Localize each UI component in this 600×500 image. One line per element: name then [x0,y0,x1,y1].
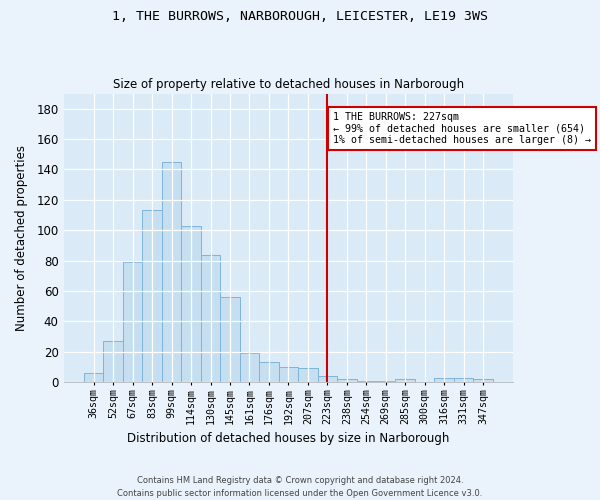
Y-axis label: Number of detached properties: Number of detached properties [15,145,28,331]
Bar [473,379,493,382]
Bar [356,380,376,382]
X-axis label: Distribution of detached houses by size in Narborough: Distribution of detached houses by size … [127,432,449,445]
Text: Contains HM Land Registry data © Crown copyright and database right 2024.
Contai: Contains HM Land Registry data © Crown c… [118,476,482,498]
Bar [395,379,415,382]
Bar [337,379,356,382]
Bar [84,373,103,382]
Bar [434,378,454,382]
Bar [162,162,181,382]
Bar [259,362,278,382]
Bar [220,297,240,382]
Bar [201,254,220,382]
Bar [454,378,473,382]
Bar [142,210,162,382]
Text: 1, THE BURROWS, NARBOROUGH, LEICESTER, LE19 3WS: 1, THE BURROWS, NARBOROUGH, LEICESTER, L… [112,10,488,23]
Bar [240,354,259,382]
Bar [298,368,317,382]
Bar [181,226,201,382]
Bar [123,262,142,382]
Bar [317,376,337,382]
Bar [103,341,123,382]
Bar [376,380,395,382]
Title: Size of property relative to detached houses in Narborough: Size of property relative to detached ho… [113,78,464,91]
Bar [278,367,298,382]
Text: 1 THE BURROWS: 227sqm
← 99% of detached houses are smaller (654)
1% of semi-deta: 1 THE BURROWS: 227sqm ← 99% of detached … [333,112,591,145]
